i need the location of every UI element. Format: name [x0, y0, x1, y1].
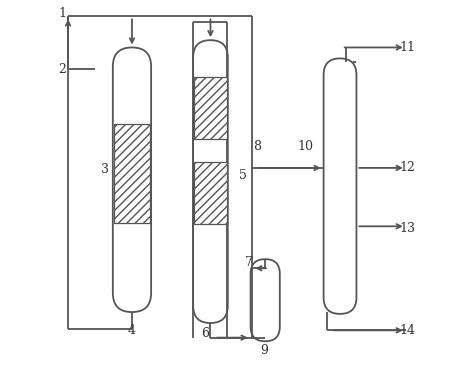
FancyBboxPatch shape: [113, 47, 151, 312]
FancyBboxPatch shape: [324, 58, 356, 314]
Text: 14: 14: [400, 324, 415, 337]
Text: 2: 2: [59, 63, 67, 76]
Text: 7: 7: [245, 256, 253, 269]
Text: 9: 9: [261, 344, 269, 357]
FancyBboxPatch shape: [251, 259, 280, 341]
FancyBboxPatch shape: [193, 40, 228, 323]
Text: 5: 5: [239, 169, 247, 182]
Text: 6: 6: [201, 327, 209, 341]
Bar: [114, 124, 151, 223]
Text: 13: 13: [400, 222, 415, 235]
Text: 3: 3: [101, 163, 109, 176]
Text: 12: 12: [400, 161, 415, 174]
Text: 8: 8: [253, 139, 261, 153]
Bar: [194, 162, 227, 224]
Text: 11: 11: [400, 41, 415, 54]
Text: 1: 1: [59, 7, 67, 20]
Bar: [194, 77, 227, 139]
Text: 10: 10: [297, 139, 313, 153]
Text: 4: 4: [128, 324, 136, 337]
